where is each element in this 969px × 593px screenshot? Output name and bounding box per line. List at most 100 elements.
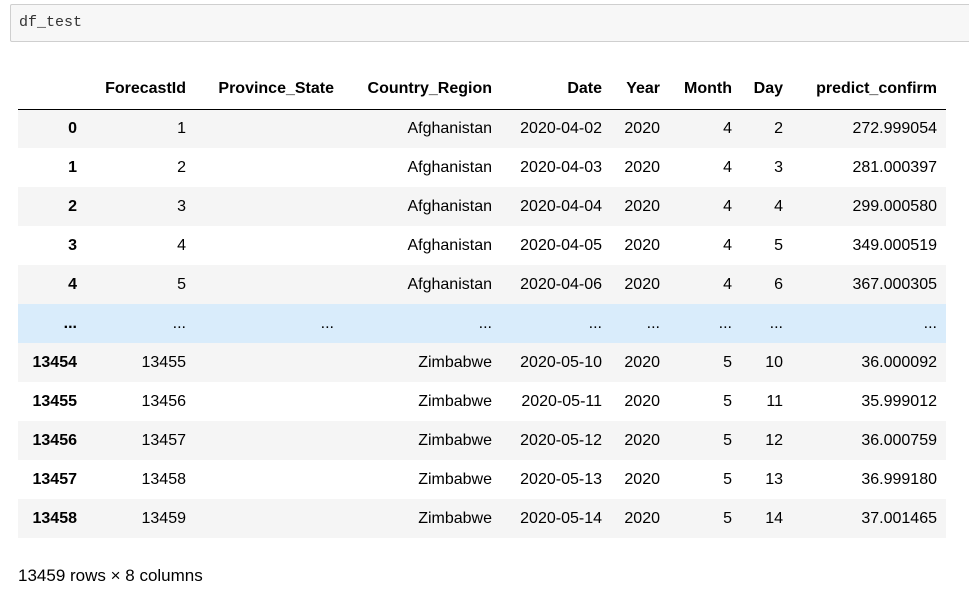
code-text: df_test — [19, 14, 83, 31]
table-cell: ... — [646, 314, 660, 332]
table-row: 13454 13455 Zimbabwe 2020-05-10 2020 5 10 36.00… — [18, 343, 946, 382]
table-cell: 5 — [177, 275, 186, 293]
table-cell: 4 — [723, 158, 732, 176]
row-index: 13456 — [32, 431, 78, 449]
row-index: 2 — [68, 197, 77, 215]
table-cell: 4 — [723, 119, 732, 137]
table-cell: 13458 — [141, 470, 187, 488]
table-cell: 2020-04-06 — [520, 275, 602, 293]
table-cell: 37.001465 — [861, 509, 937, 527]
table-cell: 4 — [723, 197, 732, 215]
table-cell: 2020-04-05 — [520, 236, 602, 254]
table-cell — [195, 226, 343, 265]
table-cell: 2020 — [624, 158, 660, 176]
table-cell: Afghanistan — [407, 275, 492, 293]
table-row: 13456 13457 Zimbabwe 2020-05-12 2020 5 12 36.00… — [18, 421, 946, 460]
table-cell: 281.000397 — [852, 158, 937, 176]
column-header: predict_confirm — [792, 70, 946, 110]
table-cell: 367.000305 — [852, 275, 937, 293]
table-cell: Zimbabwe — [418, 509, 492, 527]
table-cell: 5 — [723, 353, 732, 371]
table-cell: 13455 — [141, 353, 187, 371]
table-row: 13457 13458 Zimbabwe 2020-05-13 2020 5 13 36.99… — [18, 460, 946, 499]
table-cell: 13457 — [141, 431, 187, 449]
column-header: Day — [741, 70, 792, 110]
table-cell: 2020-04-04 — [520, 197, 602, 215]
table-cell: Afghanistan — [407, 236, 492, 254]
table-cell: 4 — [177, 236, 186, 254]
table-cell: Zimbabwe — [418, 353, 492, 371]
table-cell: 2020 — [624, 509, 660, 527]
table-cell: Zimbabwe — [418, 431, 492, 449]
table-cell: 2020-04-03 — [520, 158, 602, 176]
table-cell: Afghanistan — [407, 197, 492, 215]
shape-summary: 13459 rows × 8 columns — [18, 566, 203, 585]
table-cell: 13459 — [141, 509, 187, 527]
row-index: 13455 — [32, 392, 78, 410]
table-cell: 2020-05-12 — [520, 431, 602, 449]
table-cell: 2 — [774, 119, 783, 137]
table-cell: 5 — [774, 236, 783, 254]
table-cell: ... — [769, 314, 783, 332]
table-cell: 36.999180 — [861, 470, 937, 488]
column-header: ForecastId — [86, 70, 195, 110]
column-header: Province_State — [195, 70, 343, 110]
table-cell — [195, 265, 343, 304]
table-cell: ... — [478, 314, 492, 332]
row-index: ... — [63, 314, 77, 332]
header-row: ForecastId Province_State Country_Region Da… — [18, 70, 946, 110]
column-header: Date — [501, 70, 611, 110]
table-cell: ... — [172, 314, 186, 332]
table-cell — [195, 460, 343, 499]
table-cell: ... — [923, 314, 937, 332]
table-cell: 14 — [765, 509, 783, 527]
table-cell: 349.000519 — [852, 236, 937, 254]
column-header — [18, 70, 86, 110]
table-cell: 13 — [765, 470, 783, 488]
table-cell: 2020 — [624, 197, 660, 215]
table-row: 13458 13459 Zimbabwe 2020-05-14 2020 5 14 37.00… — [18, 499, 946, 538]
table-cell — [195, 148, 343, 187]
table-cell: 2020 — [624, 236, 660, 254]
column-header: Year — [611, 70, 669, 110]
row-index: 3 — [68, 236, 77, 254]
row-index: 4 — [68, 275, 77, 293]
table-row: ........................... — [18, 304, 946, 343]
table-row: 3 4 Afghanistan 2020-04-05 2020 4 5 349.000519 — [18, 226, 946, 265]
table-cell: 2020 — [624, 470, 660, 488]
table-cell: 2020-05-14 — [520, 509, 602, 527]
table-cell: 35.999012 — [861, 392, 937, 410]
table-cell — [195, 187, 343, 226]
table-cell: 3 — [774, 158, 783, 176]
table-cell: 11 — [766, 392, 783, 410]
table-cell: 4 — [723, 275, 732, 293]
table-cell: 4 — [774, 197, 783, 215]
column-header: Month — [669, 70, 741, 110]
table-row: 4 5 Afghanistan 2020-04-06 2020 4 6 367.000305 — [18, 265, 946, 304]
table-cell: 6 — [774, 275, 783, 293]
table-cell: 2020 — [624, 275, 660, 293]
table-cell: 5 — [723, 431, 732, 449]
table-cell: 5 — [723, 392, 732, 410]
table-cell: 2020-04-02 — [520, 119, 602, 137]
row-index: 13457 — [32, 470, 78, 488]
column-header: Country_Region — [343, 70, 501, 110]
table-cell — [195, 499, 343, 538]
table-cell: 5 — [723, 509, 732, 527]
table-cell: 36.000759 — [861, 431, 937, 449]
table-cell: Zimbabwe — [418, 470, 492, 488]
table-row: 1 2 Afghanistan 2020-04-03 2020 4 3 281.000397 — [18, 148, 946, 187]
table-cell: ... — [320, 314, 334, 332]
table-cell: 2020 — [624, 353, 660, 371]
table-cell: 2020 — [624, 431, 660, 449]
table-row: 13455 13456 Zimbabwe 2020-05-11 2020 5 11 35.99… — [18, 382, 946, 421]
code-input-cell[interactable]: df_test — [10, 4, 969, 42]
table-cell — [195, 109, 343, 148]
table-cell: 4 — [723, 236, 732, 254]
row-index: 0 — [68, 119, 77, 137]
table-cell: ... — [588, 314, 602, 332]
table-cell: 2020-05-10 — [520, 353, 602, 371]
table-cell: 2 — [177, 158, 186, 176]
table-cell: 1 — [177, 119, 186, 137]
table-cell: 12 — [765, 431, 783, 449]
